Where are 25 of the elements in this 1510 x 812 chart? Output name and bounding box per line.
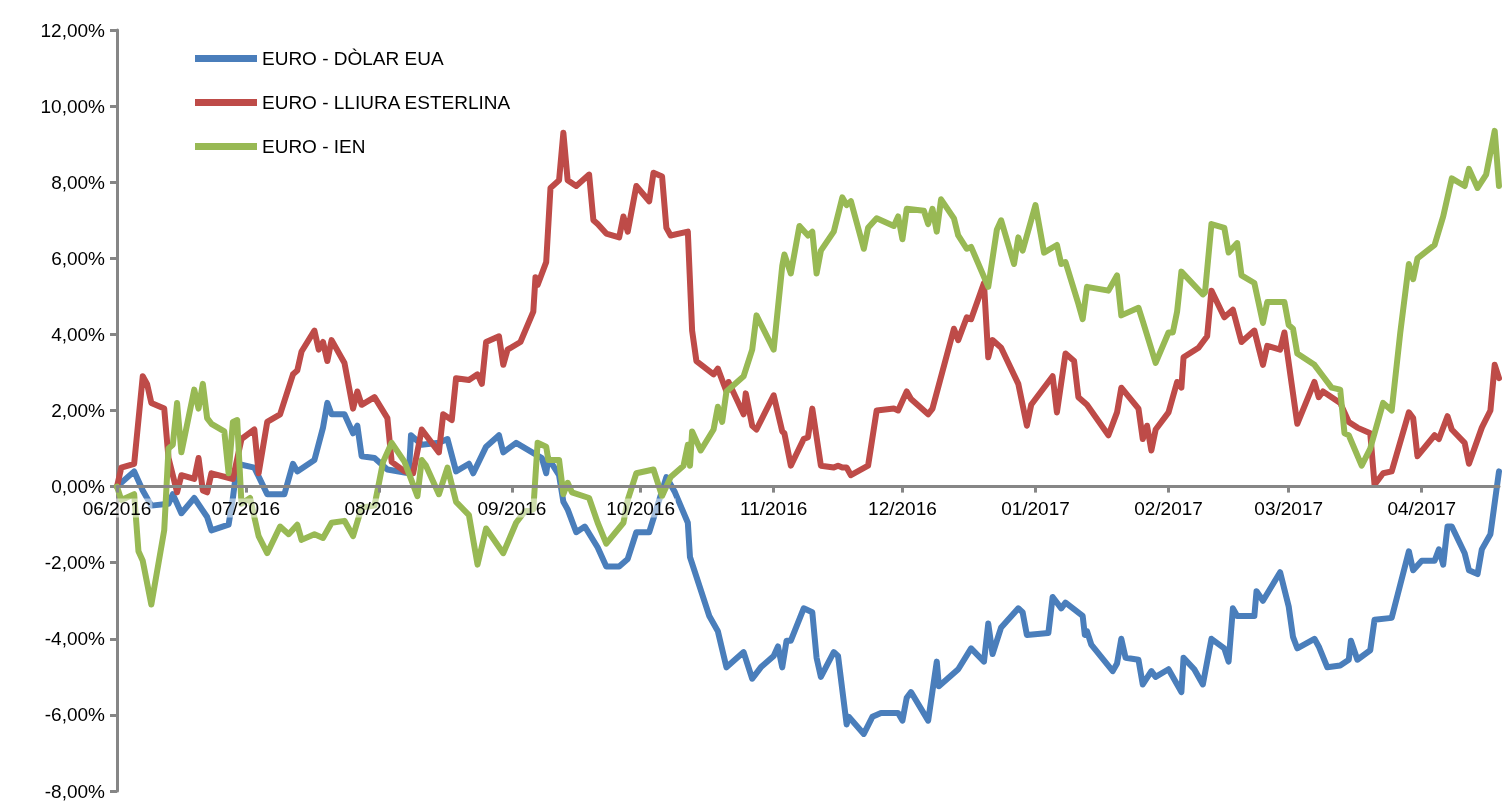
y-tick-label: 8,00%	[51, 171, 106, 193]
legend-label: EURO - DÒLAR EUA	[262, 48, 444, 69]
legend-label: EURO - IEN	[262, 136, 366, 157]
y-tick-label: -2,00%	[44, 552, 106, 574]
y-tick-label: 12,00%	[40, 19, 106, 41]
x-tick-label: 07/2016	[211, 497, 281, 519]
y-tick-label: 10,00%	[40, 95, 106, 117]
x-tick-label: 11/2016	[740, 497, 808, 519]
x-tick-label: 02/2017	[1134, 497, 1203, 519]
x-tick-label: 12/2016	[868, 497, 937, 519]
x-tick-label: 03/2017	[1254, 497, 1324, 519]
x-tick-label: 06/2016	[82, 497, 152, 519]
x-tick-label: 10/2016	[606, 497, 675, 519]
x-tick-label: 01/2017	[1001, 497, 1070, 519]
x-tick-label: 04/2017	[1387, 497, 1457, 519]
x-tick-label: 08/2016	[344, 497, 414, 519]
y-tick-label: 4,00%	[51, 323, 106, 345]
y-tick-label: -4,00%	[44, 628, 106, 650]
y-tick-label: 0,00%	[51, 476, 106, 498]
y-tick-label: -6,00%	[44, 704, 106, 726]
y-tick-label: 2,00%	[51, 400, 106, 421]
x-tick-label: 09/2016	[477, 497, 547, 519]
legend-label: EURO - LLIURA ESTERLINA	[262, 92, 511, 113]
y-tick-label: -8,00%	[44, 780, 106, 802]
y-tick-label: 6,00%	[51, 247, 106, 269]
